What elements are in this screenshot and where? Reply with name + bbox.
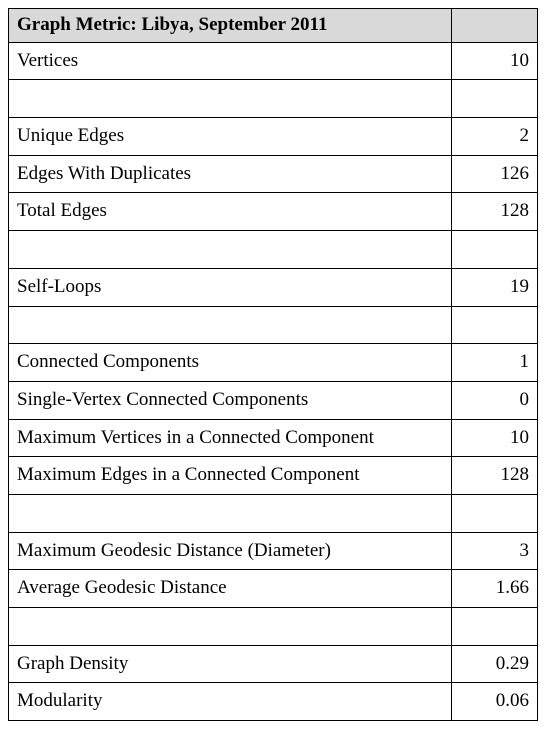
table-row: Average Geodesic Distance1.66 [9,570,538,608]
metric-label: Unique Edges [9,118,452,156]
table-header-label: Graph Metric: Libya, September 2011 [9,9,452,43]
table-row: Vertices10 [9,42,538,80]
metric-value: 3 [452,532,538,570]
metric-label: Maximum Edges in a Connected Component [9,457,452,495]
metric-value: 128 [452,457,538,495]
metric-label: Total Edges [9,193,452,231]
table-row: Maximum Geodesic Distance (Diameter)3 [9,532,538,570]
metric-value: 1 [452,344,538,382]
table-row [9,231,538,269]
metric-value: 1.66 [452,570,538,608]
metric-label: Edges With Duplicates [9,155,452,193]
table-header-row: Graph Metric: Libya, September 2011 [9,9,538,43]
spacer-cell [452,80,538,118]
table-row: Modularity0.06 [9,683,538,721]
metric-label: Average Geodesic Distance [9,570,452,608]
table-row: Maximum Vertices in a Connected Componen… [9,419,538,457]
table-row: Edges With Duplicates126 [9,155,538,193]
spacer-cell [9,306,452,344]
table-row: Graph Density0.29 [9,645,538,683]
metric-label: Maximum Vertices in a Connected Componen… [9,419,452,457]
metric-label: Modularity [9,683,452,721]
spacer-cell [9,231,452,269]
spacer-cell [452,494,538,532]
metric-label: Single-Vertex Connected Components [9,381,452,419]
table-row [9,306,538,344]
metric-label: Vertices [9,42,452,80]
metric-value: 0.29 [452,645,538,683]
metric-label: Connected Components [9,344,452,382]
table-body: Vertices10 Unique Edges2Edges With Dupli… [9,42,538,720]
spacer-cell [9,494,452,532]
metric-value: 10 [452,419,538,457]
metric-value: 0 [452,381,538,419]
table-row: Total Edges128 [9,193,538,231]
metric-value: 10 [452,42,538,80]
spacer-cell [9,608,452,646]
metric-value: 0.06 [452,683,538,721]
metric-value: 126 [452,155,538,193]
table-row: Maximum Edges in a Connected Component12… [9,457,538,495]
metric-label: Graph Density [9,645,452,683]
spacer-cell [452,231,538,269]
metric-value: 2 [452,118,538,156]
spacer-cell [452,306,538,344]
table-row: Unique Edges2 [9,118,538,156]
metric-label: Self-Loops [9,268,452,306]
metric-value: 19 [452,268,538,306]
graph-metric-table: Graph Metric: Libya, September 2011 Vert… [8,8,538,721]
table-header-value [452,9,538,43]
table-row [9,608,538,646]
table-row [9,80,538,118]
spacer-cell [452,608,538,646]
table-row [9,494,538,532]
table-row: Connected Components1 [9,344,538,382]
table-row: Single-Vertex Connected Components0 [9,381,538,419]
metric-value: 128 [452,193,538,231]
metric-label: Maximum Geodesic Distance (Diameter) [9,532,452,570]
spacer-cell [9,80,452,118]
table-row: Self-Loops19 [9,268,538,306]
